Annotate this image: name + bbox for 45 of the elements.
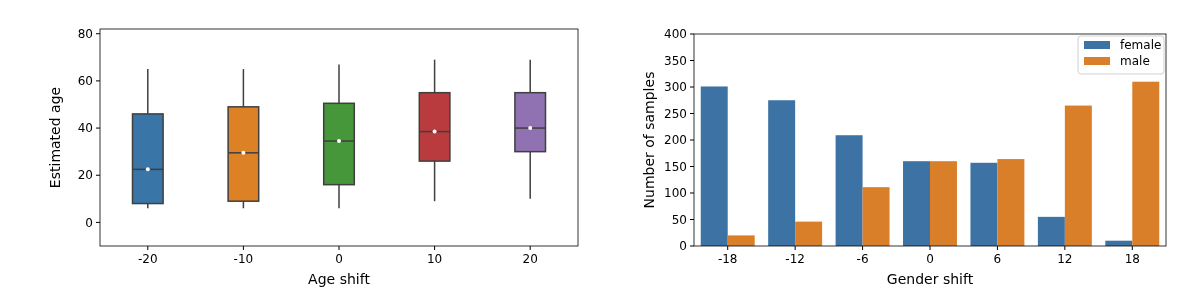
x-axis-title: Age shift	[308, 271, 371, 287]
bar	[1037, 216, 1065, 246]
legend-label: female	[1120, 38, 1162, 53]
y-tick-label: 80	[77, 26, 93, 41]
bar	[930, 161, 957, 246]
x-tick-label: 20	[522, 252, 538, 266]
y-tick-label: 60	[77, 74, 93, 89]
y-tick-label: 100	[664, 186, 687, 201]
bar	[768, 100, 796, 246]
y-axis-title: Estimated age	[47, 86, 63, 189]
bar	[970, 162, 998, 246]
x-tick-label: 12	[1057, 252, 1073, 266]
x-axis-title: Gender shift	[886, 271, 974, 287]
y-tick-label: 150	[664, 159, 687, 174]
y-tick-label: 300	[664, 80, 687, 95]
bar	[727, 235, 755, 246]
x-tick-label: -18	[717, 252, 738, 266]
y-tick-label: 400	[664, 27, 687, 42]
x-tick-label: 18	[1124, 252, 1140, 266]
y-tick-label: 200	[664, 133, 687, 148]
x-tick-label: 0	[335, 252, 343, 266]
y-tick-label: 0	[85, 215, 93, 230]
bar	[903, 161, 930, 246]
y-tick-label: 350	[664, 53, 687, 68]
bar	[997, 159, 1025, 246]
x-tick-label: 6	[993, 252, 1002, 266]
y-tick-label: 20	[77, 168, 93, 183]
y-tick-label: 0	[679, 239, 687, 254]
x-tick-label: -20	[138, 252, 158, 266]
x-tick-label: -10	[233, 252, 254, 266]
y-tick-label: 250	[664, 106, 687, 121]
y-tick-label: 40	[77, 121, 93, 136]
bar	[835, 135, 863, 246]
bar	[700, 86, 728, 246]
x-tick-label: 10	[426, 252, 443, 266]
x-tick-label: -12	[785, 252, 805, 266]
y-tick-label: 50	[671, 212, 687, 227]
bar	[1064, 105, 1092, 246]
bar	[795, 221, 823, 246]
x-tick-label: 0	[926, 252, 934, 266]
x-tick-label: -6	[856, 252, 869, 266]
bar	[1132, 81, 1160, 246]
y-axis-title: Number of samples	[641, 71, 657, 209]
bar	[862, 187, 890, 246]
legend-label: male	[1120, 54, 1150, 69]
